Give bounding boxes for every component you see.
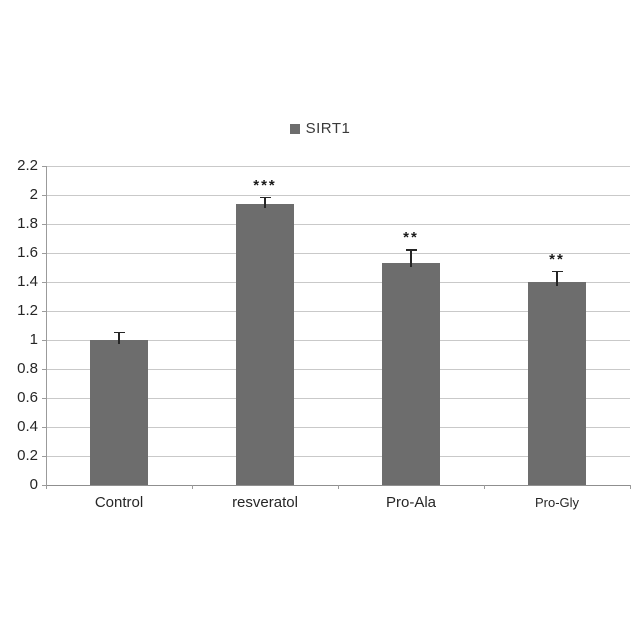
significance-marker: **	[403, 229, 419, 247]
y-axis-tick	[42, 281, 46, 283]
gridline	[46, 194, 630, 196]
error-bar-cap	[405, 249, 417, 251]
y-tick-label: 2	[29, 186, 38, 203]
y-axis-tick	[42, 455, 46, 457]
gridline	[46, 397, 630, 399]
bar	[528, 282, 586, 485]
y-tick-label: 2.2	[17, 157, 38, 174]
y-tick-label: 0.4	[17, 418, 38, 435]
x-category-label: Pro-Ala	[385, 494, 437, 511]
bar	[90, 340, 148, 485]
x-axis-tick	[46, 485, 47, 489]
y-tick-label: 0.2	[17, 447, 38, 464]
x-axis-tick	[192, 485, 193, 489]
y-axis-line	[46, 166, 47, 485]
x-axis-tick	[338, 485, 339, 489]
y-tick-label: 1.6	[17, 244, 38, 261]
y-axis-tick	[42, 165, 46, 167]
error-bar-stem	[118, 332, 120, 344]
gridline	[46, 339, 630, 341]
significance-marker: ***	[253, 176, 277, 194]
error-bar-cap	[551, 270, 563, 273]
y-axis-tick	[42, 484, 46, 486]
gridline	[46, 368, 630, 370]
legend: SIRT1	[0, 120, 640, 137]
error-bar-cap	[113, 331, 125, 334]
y-axis-tick	[42, 310, 46, 312]
gridline	[46, 223, 630, 225]
error-bar-cap	[259, 196, 271, 199]
y-axis-tick	[42, 397, 46, 399]
y-axis-tick	[42, 339, 46, 341]
gridline	[46, 165, 630, 167]
gridline	[46, 455, 630, 457]
y-tick-label: 1.2	[17, 302, 38, 319]
y-axis-tick	[42, 252, 46, 254]
x-category-label: Control	[94, 494, 144, 511]
y-tick-label: 1.8	[17, 215, 38, 232]
y-axis-tick	[42, 223, 46, 225]
error-bar-stem	[410, 250, 412, 268]
y-axis-tick	[42, 426, 46, 428]
error-bar-stem	[556, 271, 558, 286]
x-category-label: resveratol	[232, 494, 298, 511]
legend-label: SIRT1	[305, 120, 351, 137]
y-tick-label: 0.6	[17, 389, 38, 406]
gridline	[46, 310, 630, 312]
bar	[382, 263, 440, 485]
gridline	[46, 252, 630, 254]
y-tick-label: 1.4	[17, 273, 38, 290]
y-axis-tick	[42, 194, 46, 196]
bar	[236, 203, 294, 485]
y-tick-label: 0	[29, 476, 38, 493]
significance-marker: **	[549, 250, 565, 268]
y-tick-label: 1	[29, 331, 38, 348]
legend-marker-icon	[289, 123, 300, 134]
x-category-label: Pro-Gly	[534, 495, 580, 510]
x-axis-tick	[484, 485, 485, 489]
error-bar-stem	[264, 197, 266, 208]
y-axis-tick	[42, 368, 46, 370]
gridline	[46, 281, 630, 283]
y-tick-label: 0.8	[17, 360, 38, 377]
gridline	[46, 426, 630, 428]
x-axis-tick	[630, 485, 631, 489]
